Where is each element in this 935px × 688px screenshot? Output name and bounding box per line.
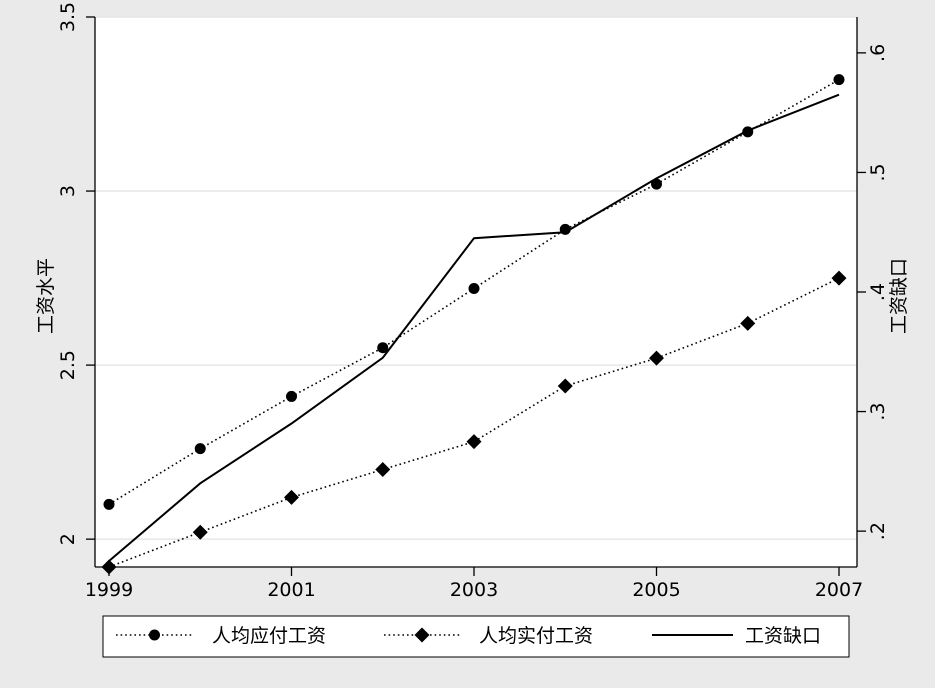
legend-items: 人均应付工资 人均实付工资 工资缺口 bbox=[116, 625, 821, 647]
data-point-circle bbox=[194, 443, 206, 455]
y2-tick-label: .6 bbox=[867, 44, 889, 62]
y-tick-label: 2 bbox=[57, 533, 79, 545]
x-tick-label: 2007 bbox=[815, 579, 863, 601]
series-line bbox=[108, 93, 840, 562]
data-point-diamond bbox=[831, 270, 847, 286]
series-line bbox=[108, 277, 840, 568]
y2-axis-ticks: .2 .3 .4 .5 .6 bbox=[857, 44, 889, 540]
data-point-diamond bbox=[375, 462, 391, 478]
y2-axis-label: 工资缺口 bbox=[888, 258, 910, 334]
y2-tick-label: .5 bbox=[867, 163, 889, 181]
data-point-diamond bbox=[414, 627, 430, 643]
data-point-circle bbox=[468, 283, 480, 295]
data-point-diamond bbox=[557, 378, 573, 394]
data-point-circle bbox=[651, 178, 662, 190]
y2-tick-label: .2 bbox=[867, 522, 889, 540]
legend-label: 人均实付工资 bbox=[479, 625, 593, 647]
data-point-diamond bbox=[284, 489, 299, 505]
data-point-circle bbox=[377, 342, 389, 354]
series-circle bbox=[103, 74, 845, 510]
legend-label: 人均应付工资 bbox=[212, 625, 326, 647]
data-point-diamond bbox=[192, 524, 208, 540]
legend-label: 工资缺口 bbox=[745, 625, 821, 647]
legend-entry: 人均实付工资 bbox=[384, 625, 593, 647]
legend-entry: 工资缺口 bbox=[652, 625, 821, 647]
y-tick-label: 2.5 bbox=[57, 350, 79, 380]
series-diamond bbox=[101, 270, 847, 575]
x-tick-label: 2001 bbox=[267, 579, 315, 601]
y-tick-label: 3 bbox=[57, 185, 79, 197]
y2-tick-label: .4 bbox=[867, 283, 889, 301]
data-point-circle bbox=[833, 74, 845, 86]
series-layer bbox=[101, 74, 847, 575]
legend-entry: 人均应付工资 bbox=[116, 625, 326, 647]
data-point-circle bbox=[103, 498, 115, 510]
data-point-diamond bbox=[466, 434, 482, 450]
data-point-diamond bbox=[649, 350, 664, 366]
data-point-diamond bbox=[740, 315, 756, 331]
y-axis-label: 工资水平 bbox=[35, 258, 57, 334]
x-tick-label: 2005 bbox=[632, 579, 680, 601]
y-tick-label: 3.5 bbox=[57, 2, 79, 32]
x-tick-label: 1999 bbox=[85, 579, 133, 601]
gridlines bbox=[95, 16, 857, 540]
legend bbox=[102, 615, 850, 658]
series-gap bbox=[108, 93, 840, 562]
data-point-diamond bbox=[101, 559, 117, 575]
data-point-circle bbox=[149, 629, 160, 641]
y-axis-ticks: 2 2.5 3 3.5 bbox=[57, 2, 95, 545]
data-point-circle bbox=[286, 390, 297, 402]
x-tick-label: 2003 bbox=[450, 579, 498, 601]
x-axis-ticks: 1999 2001 2003 2005 2007 bbox=[85, 567, 863, 601]
y2-tick-label: .3 bbox=[867, 402, 889, 420]
